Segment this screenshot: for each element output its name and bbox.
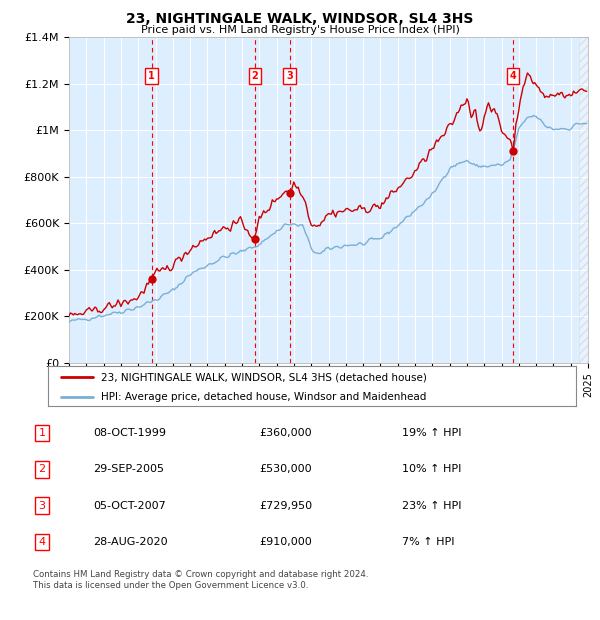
Text: 05-OCT-2007: 05-OCT-2007 xyxy=(93,500,166,511)
Text: Contains HM Land Registry data © Crown copyright and database right 2024.
This d: Contains HM Land Registry data © Crown c… xyxy=(33,570,368,590)
Text: 19% ↑ HPI: 19% ↑ HPI xyxy=(402,428,461,438)
Text: £530,000: £530,000 xyxy=(259,464,312,474)
Text: 1: 1 xyxy=(38,428,46,438)
Text: 4: 4 xyxy=(38,537,46,547)
Text: 29-SEP-2005: 29-SEP-2005 xyxy=(93,464,164,474)
Text: £360,000: £360,000 xyxy=(259,428,312,438)
Text: 23, NIGHTINGALE WALK, WINDSOR, SL4 3HS (detached house): 23, NIGHTINGALE WALK, WINDSOR, SL4 3HS (… xyxy=(101,372,427,382)
Text: 10% ↑ HPI: 10% ↑ HPI xyxy=(402,464,461,474)
Text: £910,000: £910,000 xyxy=(259,537,312,547)
Polygon shape xyxy=(580,37,588,363)
Text: 2: 2 xyxy=(38,464,46,474)
Text: 2: 2 xyxy=(251,71,259,81)
Text: 28-AUG-2020: 28-AUG-2020 xyxy=(93,537,167,547)
Text: Price paid vs. HM Land Registry's House Price Index (HPI): Price paid vs. HM Land Registry's House … xyxy=(140,25,460,35)
Text: 4: 4 xyxy=(509,71,516,81)
Text: 23% ↑ HPI: 23% ↑ HPI xyxy=(402,500,461,511)
Text: £729,950: £729,950 xyxy=(259,500,312,511)
Text: 7% ↑ HPI: 7% ↑ HPI xyxy=(402,537,455,547)
Text: 3: 3 xyxy=(286,71,293,81)
Text: HPI: Average price, detached house, Windsor and Maidenhead: HPI: Average price, detached house, Wind… xyxy=(101,392,426,402)
Text: 1: 1 xyxy=(148,71,155,81)
Text: 23, NIGHTINGALE WALK, WINDSOR, SL4 3HS: 23, NIGHTINGALE WALK, WINDSOR, SL4 3HS xyxy=(127,12,473,27)
Text: 3: 3 xyxy=(38,500,46,511)
Text: 08-OCT-1999: 08-OCT-1999 xyxy=(93,428,166,438)
